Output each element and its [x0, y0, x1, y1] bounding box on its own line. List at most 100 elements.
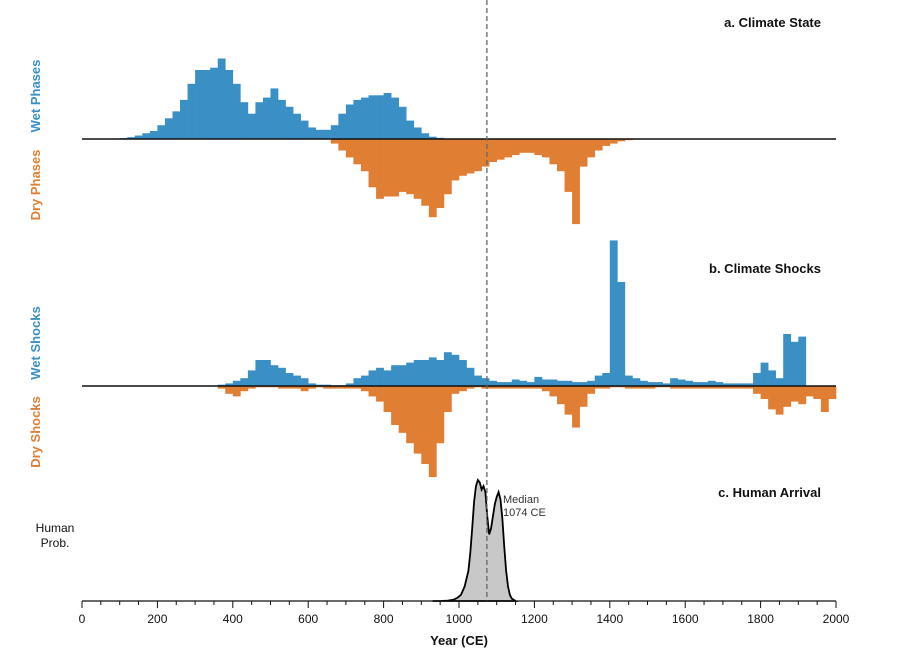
climate-shocks-dry-bar: [391, 386, 399, 425]
climate-state-wet-bar: [315, 129, 324, 139]
climate-shocks-wet-bar: [594, 375, 603, 386]
human-prob-label-line2: Prob.: [41, 536, 70, 550]
climate-shocks-wet-bar: [308, 383, 317, 386]
climate-shocks-dry-bar: [541, 386, 550, 392]
climate-state-wet-bar: [240, 102, 249, 139]
climate-shocks-wet-bar: [466, 367, 475, 386]
climate-shocks-wet-bar: [557, 380, 565, 386]
x-tick-label: 2000: [823, 612, 850, 626]
climate-shocks-wet-bar: [549, 379, 558, 386]
climate-state-bars: [119, 58, 837, 225]
climate-state-wet-bar: [330, 125, 339, 139]
climate-state-wet-bar: [345, 104, 354, 139]
climate-state-dry-bar: [496, 139, 505, 160]
climate-shocks-wet-bar: [345, 383, 354, 386]
climate-shocks-dry-bar: [685, 386, 694, 389]
climate-shocks-wet-bar: [519, 380, 528, 386]
climate-shocks-dry-bar: [587, 386, 596, 394]
climate-shocks-dry-bar: [466, 386, 475, 389]
climate-shocks-dry-bar: [451, 386, 460, 394]
climate-state-dry-bar: [330, 139, 339, 144]
climate-state-wet-bar: [300, 120, 309, 139]
climate-shocks-dry-bar: [594, 386, 603, 389]
median-label-line2: 1074 CE: [503, 507, 546, 519]
climate-shocks-wet-bar: [240, 378, 249, 386]
dry-shocks-label: Dry Shocks: [28, 396, 43, 468]
climate-shocks-dry-bar: [428, 386, 437, 477]
climate-shocks-wet-bar: [609, 240, 618, 386]
climate-shocks-wet-bar: [670, 378, 678, 386]
climate-state-dry-bar: [391, 139, 399, 197]
climate-shocks-dry-bar: [489, 386, 497, 389]
climate-shocks-dry-bar: [828, 386, 837, 399]
climate-shocks-wet-bar: [278, 367, 286, 386]
panel-b-title: b. Climate Shocks: [709, 261, 821, 276]
climate-shocks-wet-bar: [481, 378, 490, 386]
climate-state-dry-bar: [345, 139, 354, 158]
climate-shocks-dry-bar: [715, 386, 724, 389]
panel-human-arrival: c. Human Arrival Human Prob. Median 1074…: [36, 478, 821, 602]
climate-shocks-dry-bar: [421, 386, 430, 464]
climate-shocks-dry-bar: [534, 386, 543, 389]
climate-shocks-wet-bar: [511, 379, 520, 386]
climate-shocks-dry-bar: [504, 386, 513, 389]
climate-shocks-dry-bar: [247, 386, 256, 389]
climate-state-dry-bar: [609, 139, 618, 144]
climate-shocks-wet-bar: [655, 382, 663, 386]
climate-shocks-wet-bar: [707, 380, 716, 386]
climate-shocks-dry-bar: [624, 386, 633, 389]
climate-state-wet-bar: [232, 83, 241, 139]
climate-state-dry-bar: [443, 139, 452, 195]
climate-shocks-dry-bar: [549, 386, 558, 397]
climate-state-wet-bar: [278, 99, 286, 139]
climate-shocks-wet-bar: [745, 383, 754, 386]
climate-state-wet-bar: [368, 95, 377, 139]
climate-shocks-dry-bar: [798, 386, 807, 405]
climate-state-dry-bar: [398, 139, 407, 192]
climate-shocks-wet-bar: [270, 365, 279, 386]
climate-shocks-wet-bar: [783, 334, 792, 386]
climate-shocks-wet-bar: [677, 379, 686, 386]
climate-shocks-dry-bar: [285, 386, 294, 389]
climate-shocks-wet-bar: [534, 376, 543, 386]
climate-state-dry-bar: [587, 139, 596, 158]
climate-state-wet-bar: [285, 106, 294, 139]
climate-shocks-wet-bar: [564, 380, 573, 386]
climate-state-dry-bar: [602, 139, 611, 146]
panel-climate-state: a. Climate State Wet Phases Dry Phases: [28, 15, 837, 225]
x-axis: 0 200 400 600 800 1000 1200 1400 1600 1800 2000 Ye…: [79, 600, 850, 648]
climate-state-dry-bar: [376, 139, 384, 199]
climate-shocks-dry-bar: [511, 386, 520, 389]
climate-shocks-dry-bar: [368, 386, 377, 397]
climate-state-dry-bar: [557, 139, 565, 172]
climate-shocks-wet-bar: [443, 352, 452, 386]
climate-state-wet-bar: [293, 113, 301, 139]
climate-shocks-wet-bar: [376, 367, 384, 386]
climate-shocks-dry-bar: [775, 386, 784, 415]
climate-state-dry-bar: [564, 139, 573, 192]
climate-shocks-dry-bar: [225, 386, 234, 394]
climate-shocks-wet-bar: [526, 382, 535, 386]
climate-shocks-wet-bar: [753, 373, 761, 386]
climate-shocks-wet-bar: [624, 375, 633, 386]
climate-shocks-wet-bar: [225, 383, 234, 386]
climate-shocks-wet-bar: [360, 375, 369, 386]
climate-shocks-dry-bar: [557, 386, 565, 405]
climate-shocks-wet-bar: [715, 382, 724, 386]
climate-shocks-dry-bar: [572, 386, 580, 428]
climate-shocks-dry-bar: [293, 386, 301, 389]
climate-shocks-wet-bar: [391, 365, 399, 386]
climate-shocks-dry-bar: [753, 386, 761, 394]
climate-shocks-dry-bar: [670, 386, 678, 389]
climate-state-wet-bar: [308, 127, 317, 139]
climate-shocks-dry-bar: [579, 386, 588, 407]
climate-shocks-wet-bar: [300, 378, 309, 386]
climate-shocks-wet-bar: [647, 382, 656, 386]
climate-state-wet-bar: [353, 99, 362, 139]
human-arrival-density: [432, 478, 519, 602]
climate-shocks-wet-bar: [368, 370, 377, 386]
climate-state-dry-bar: [421, 139, 430, 206]
dry-phases-label: Dry Phases: [28, 150, 43, 221]
climate-shocks-dry-bar: [398, 386, 407, 433]
